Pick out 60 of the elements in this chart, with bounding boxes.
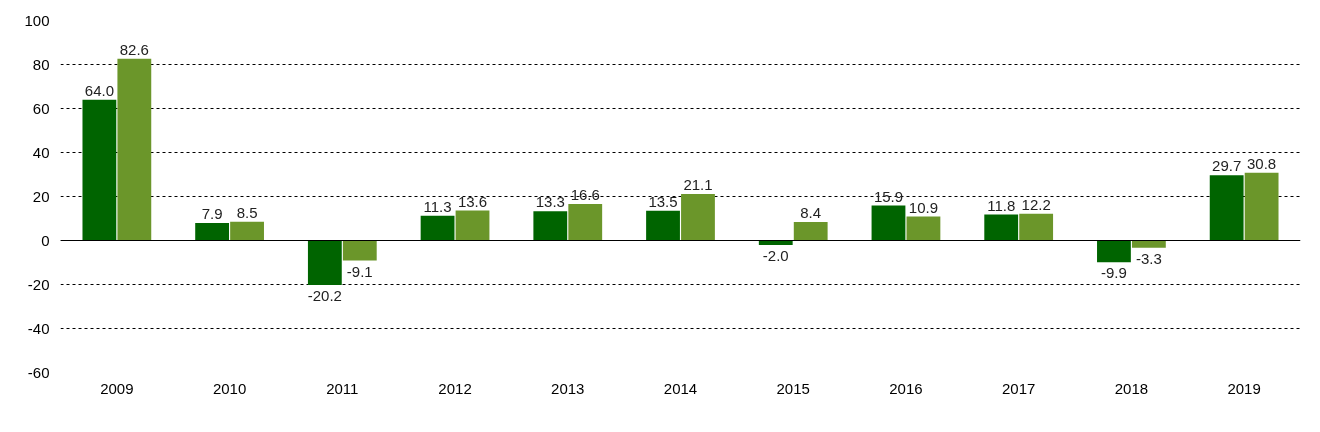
x-tick-label: 2014 xyxy=(663,379,698,397)
data-label: -3.3 xyxy=(1135,249,1162,267)
x-tick-label: 2019 xyxy=(1227,379,1261,397)
bar xyxy=(1244,172,1279,241)
bar xyxy=(342,240,377,261)
y-tick-label: -20 xyxy=(27,275,50,293)
data-label: -9.1 xyxy=(346,262,373,280)
data-label: -2.0 xyxy=(762,246,789,264)
x-tick-label: 2012 xyxy=(438,379,472,397)
x-tick-label: 2010 xyxy=(212,379,247,397)
data-label: 13.5 xyxy=(648,192,678,210)
bar xyxy=(793,222,828,241)
data-label: 7.9 xyxy=(201,205,223,223)
data-label: 29.7 xyxy=(1212,157,1242,175)
data-label: 30.8 xyxy=(1247,154,1277,172)
bar xyxy=(906,216,941,241)
bar xyxy=(455,210,490,241)
bar xyxy=(1097,240,1131,263)
bar xyxy=(82,99,117,241)
y-tick-label: 0 xyxy=(41,231,50,249)
y-tick-label: 100 xyxy=(24,11,50,29)
x-tick-label: 2015 xyxy=(776,379,810,397)
bar xyxy=(1209,175,1244,241)
bar xyxy=(117,58,152,241)
bar xyxy=(533,211,568,241)
data-label: 8.4 xyxy=(800,204,822,222)
x-tick-label: 2013 xyxy=(551,379,585,397)
x-tick-label: 2016 xyxy=(889,379,923,397)
y-tick-label: -40 xyxy=(27,319,50,337)
bar xyxy=(681,194,715,241)
x-tick-label: 2018 xyxy=(1114,379,1149,397)
bar xyxy=(307,240,342,285)
bar xyxy=(420,215,455,241)
data-label: 10.9 xyxy=(908,198,939,216)
bar xyxy=(1019,213,1054,241)
data-label: 21.1 xyxy=(683,176,713,194)
data-label: 8.5 xyxy=(236,203,258,221)
bar xyxy=(230,221,264,241)
bar xyxy=(871,205,906,241)
bar xyxy=(195,223,230,241)
bar xyxy=(984,214,1019,241)
data-label: 82.6 xyxy=(119,40,149,58)
data-label: 11.3 xyxy=(423,197,452,215)
data-label: 13.6 xyxy=(457,192,488,210)
data-label: 64.0 xyxy=(84,81,114,99)
data-label: 13.3 xyxy=(535,193,565,211)
data-label: -9.9 xyxy=(1101,264,1127,282)
bar xyxy=(646,210,680,241)
x-tick-label: 2011 xyxy=(326,379,359,397)
x-tick-label: 2017 xyxy=(1002,379,1036,397)
data-label: -20.2 xyxy=(307,286,342,304)
y-tick-label: 80 xyxy=(32,55,50,73)
y-tick-label: 60 xyxy=(32,99,50,117)
y-tick-label: 40 xyxy=(32,143,50,161)
data-label: 11.8 xyxy=(987,196,1016,214)
y-tick-label: 20 xyxy=(32,187,50,205)
data-label: 12.2 xyxy=(1021,195,1051,213)
x-tick-label: 2009 xyxy=(100,379,134,397)
bar xyxy=(568,203,603,241)
y-tick-label: -60 xyxy=(27,363,50,381)
